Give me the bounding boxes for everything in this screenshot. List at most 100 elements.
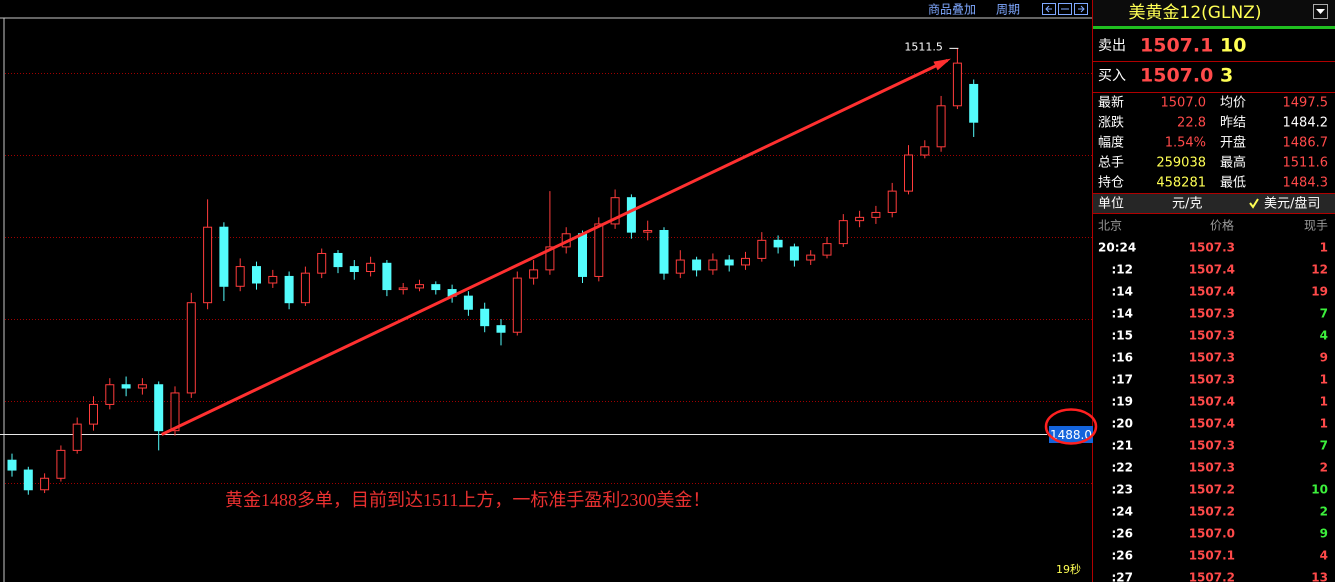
tick-time: :19 [1112, 395, 1134, 409]
panel-title: 美黄金12(GLNZ) [1129, 3, 1262, 23]
stat-value: 458281 [1156, 176, 1206, 191]
ask-price: 1507.1 [1140, 35, 1213, 57]
tick-time: :15 [1112, 329, 1134, 343]
tick-time: :14 [1112, 307, 1134, 321]
candle-body [349, 266, 359, 273]
tick-volume: 1 [1320, 395, 1328, 409]
candle-body [806, 254, 816, 261]
candle-body [545, 246, 555, 271]
candle-body [529, 269, 539, 279]
period-button[interactable]: 周期 [996, 3, 1020, 17]
nav-zoom-icon[interactable] [1058, 3, 1072, 15]
panel-menu-icon[interactable] [1313, 4, 1328, 19]
stat-label: 昨结 [1220, 116, 1246, 131]
candle-body [692, 259, 702, 271]
tick-price: 1507.0 [1189, 527, 1235, 541]
tick-volume: 4 [1320, 549, 1328, 563]
candle-body [186, 302, 196, 394]
candle-body [626, 197, 636, 233]
candle-body [952, 62, 962, 107]
stat-label: 最新 [1098, 95, 1124, 111]
bid-size: 3 [1220, 65, 1233, 87]
nav-left-icon[interactable] [1042, 3, 1056, 15]
unit-option[interactable]: 元/克 [1172, 197, 1202, 212]
reference-label-box [1049, 426, 1093, 443]
candle-body [40, 477, 50, 491]
stat-value: 1484.2 [1283, 116, 1329, 131]
candle-body [398, 287, 408, 291]
candle-body [578, 233, 587, 277]
candle-body [822, 243, 832, 256]
stat-value: 259038 [1156, 156, 1206, 171]
candle-body [235, 266, 245, 287]
candle-body [333, 252, 343, 268]
candle-body [121, 384, 131, 389]
candle-body [252, 266, 261, 284]
tick-volume: 9 [1320, 351, 1328, 365]
peak-label: 1511.5 [904, 40, 943, 53]
tick-volume: 1 [1320, 241, 1328, 255]
nav-right-icon[interactable] [1074, 3, 1088, 15]
ask-label: 卖出 [1098, 38, 1126, 54]
candle-body [675, 259, 685, 274]
candle-body [268, 275, 278, 284]
candle-body [170, 392, 180, 432]
candle-body [366, 262, 376, 273]
unit-label: 单位 [1098, 197, 1124, 212]
overlay-button[interactable]: 商品叠加 [928, 2, 976, 17]
candle-body [789, 246, 799, 261]
candle-body [317, 252, 327, 274]
candle-body [463, 295, 473, 310]
tick-volume: 2 [1320, 505, 1328, 519]
candle-body [741, 257, 750, 266]
tick-price: 1507.3 [1189, 439, 1235, 453]
candle-body [773, 239, 783, 248]
annotation-text: 黄金1488多单，目前到达1511上方，一标准手盈利2300美金！ [225, 490, 710, 510]
trend-arrow-head [933, 58, 952, 71]
tick-volume: 7 [1320, 439, 1328, 453]
nav-icons[interactable] [1042, 3, 1088, 15]
tick-price: 1507.2 [1189, 571, 1235, 582]
panel-menu-arrow [1316, 9, 1325, 14]
stat-label: 均价 [1220, 96, 1246, 111]
candle-body [284, 275, 294, 304]
tick-time: :22 [1112, 461, 1134, 475]
tick-time: :17 [1112, 373, 1134, 387]
bid-label: 买入 [1098, 68, 1126, 84]
tick-price: 1507.2 [1189, 505, 1235, 519]
candle-body [137, 384, 147, 389]
nav-arrows [1045, 5, 1085, 13]
candle-body [904, 154, 913, 192]
candle-body [724, 259, 734, 266]
candle-body [23, 469, 33, 491]
tick-volume: 10 [1311, 483, 1328, 497]
tick-price: 1507.3 [1189, 329, 1235, 343]
candle-body [56, 449, 66, 479]
stat-label: 开盘 [1220, 135, 1246, 151]
bid-price: 1507.0 [1140, 65, 1213, 87]
candle-body [496, 325, 506, 333]
candle-body [415, 284, 424, 289]
header-price: 价格 [1210, 218, 1234, 233]
candle-body [105, 384, 115, 405]
candle-body [72, 423, 82, 451]
reference-label: 1488.0 [1050, 428, 1092, 442]
tick-price: 1507.1 [1189, 549, 1235, 563]
unit-option[interactable]: 美元/盘司 [1264, 196, 1320, 212]
tick-time: :16 [1112, 351, 1134, 365]
tick-volume: 13 [1311, 571, 1328, 582]
candle-body [382, 262, 392, 291]
candle-body [512, 277, 522, 333]
candle-body [643, 229, 653, 233]
stat-value: 1497.5 [1283, 96, 1329, 111]
tick-time: :21 [1112, 439, 1134, 453]
tick-price: 1507.3 [1189, 241, 1235, 255]
candle-body [89, 403, 98, 425]
tick-price: 1507.4 [1189, 263, 1235, 277]
timer: 19秒 [1056, 562, 1081, 576]
stat-label: 最高 [1220, 155, 1246, 171]
candle-body [969, 83, 979, 123]
